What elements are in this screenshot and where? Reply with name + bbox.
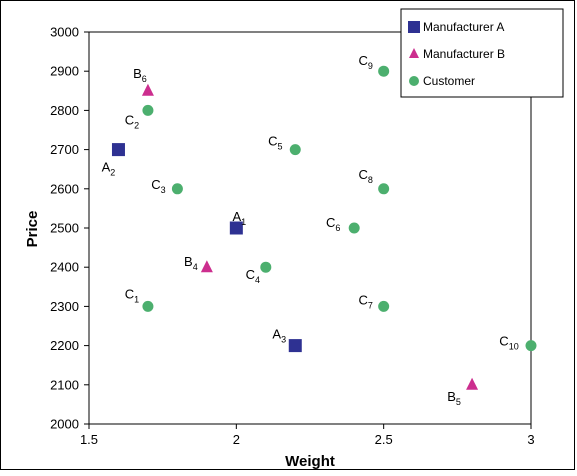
- point-label-a3: A3: [272, 327, 286, 345]
- point-label-c10: C10: [499, 334, 518, 352]
- point-marker-a2: [111, 143, 125, 157]
- legend-label: Manufacturer A: [423, 20, 504, 34]
- point-marker-b6: [141, 83, 154, 96]
- legend-marker-circle: [409, 76, 419, 86]
- point-label-a2: A2: [102, 160, 116, 178]
- x-tick-label: 3: [527, 432, 534, 447]
- point-marker-c5: [289, 144, 301, 156]
- point-label-b4: B4: [184, 254, 198, 272]
- y-tick-label: 2000: [50, 417, 79, 432]
- point-label-b6: B6: [133, 66, 147, 84]
- y-tick-label: 2900: [50, 64, 79, 79]
- point-label-c8: C8: [358, 167, 372, 185]
- point-marker-a3: [288, 339, 302, 353]
- y-tick-label: 2300: [50, 299, 79, 314]
- point-marker-c9: [378, 65, 390, 77]
- y-tick-label: 2700: [50, 142, 79, 157]
- y-tick-label: 2400: [50, 260, 79, 275]
- y-tick-label: 2800: [50, 103, 79, 118]
- x-tick-label: 2: [233, 432, 240, 447]
- point-marker-c8: [378, 183, 390, 195]
- legend-marker-triangle: [409, 48, 419, 58]
- point-label-c6: C6: [326, 215, 340, 233]
- legend-label: Customer: [423, 74, 475, 88]
- tick-labels: 2000 2100 2200 2300 2400 2500 2600 2700 2800 2900…: [50, 25, 535, 448]
- point-label-c2: C2: [125, 112, 139, 130]
- x-axis-title: Weight: [285, 453, 335, 470]
- point-marker-c2: [142, 104, 154, 116]
- legend-marker-square: [408, 21, 420, 33]
- y-axis-title: Price: [24, 211, 41, 248]
- point-label-b5: B5: [447, 389, 461, 407]
- axes: [84, 31, 532, 429]
- point-label-c4: C4: [246, 267, 260, 285]
- y-tick-label: 2500: [50, 221, 79, 236]
- point-label-c9: C9: [358, 53, 372, 71]
- y-tick-label: 2600: [50, 181, 79, 196]
- legend: Manufacturer A Manufacturer B Customer: [400, 8, 564, 98]
- point-label-c5: C5: [268, 134, 282, 152]
- point-marker-c1: [142, 300, 154, 312]
- y-tick-label: 2200: [50, 338, 79, 353]
- point-label-c1: C1: [125, 286, 139, 304]
- point-label-c3: C3: [151, 177, 165, 195]
- point-marker-b5: [466, 377, 479, 390]
- point-marker-c6: [348, 222, 360, 234]
- point-marker-c3: [171, 183, 183, 195]
- y-tick-label: 2100: [50, 377, 79, 392]
- point-marker-b4: [200, 260, 213, 273]
- point-marker-a1: [229, 221, 243, 235]
- x-tick-label: 2.5: [375, 432, 393, 447]
- point-marker-c10: [525, 340, 537, 352]
- legend-label: Manufacturer B: [423, 47, 505, 61]
- point-marker-c4: [260, 261, 272, 273]
- legend-box: [400, 8, 564, 98]
- point-label-c7: C7: [358, 292, 372, 310]
- y-tick-label: 3000: [50, 25, 79, 40]
- x-tick-label: 1.5: [80, 432, 98, 447]
- point-marker-c7: [378, 300, 390, 312]
